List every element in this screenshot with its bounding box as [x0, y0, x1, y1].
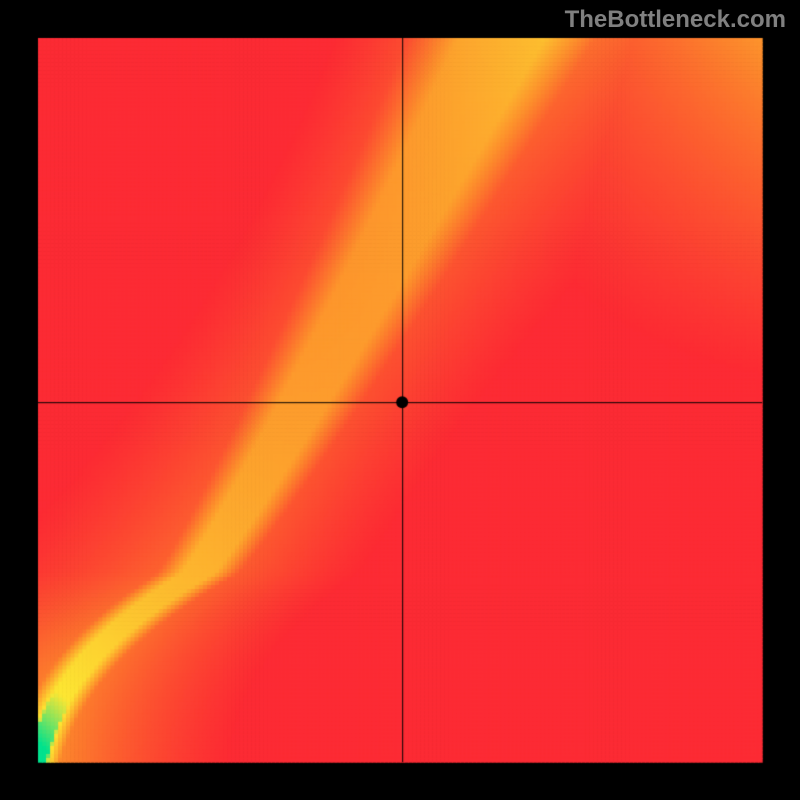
watermark-text: TheBottleneck.com [565, 6, 786, 34]
bottleneck-heatmap [0, 0, 800, 800]
